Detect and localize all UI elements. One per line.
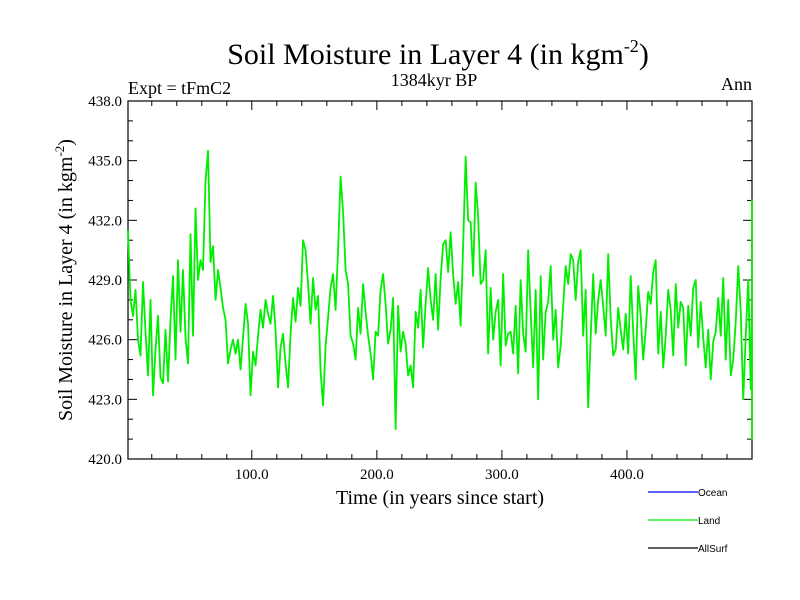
x-axis-label: Time (in years since start) bbox=[336, 487, 544, 509]
y-tick-label: 426.0 bbox=[88, 333, 122, 349]
x-tick-label: 400.0 bbox=[610, 467, 644, 483]
y-tick-label: 432.0 bbox=[88, 213, 122, 229]
legend: Ocean Land AllSurf bbox=[648, 488, 728, 555]
period-label: 1384kyr BP bbox=[391, 70, 478, 90]
x-tick-label: 200.0 bbox=[360, 467, 394, 483]
legend-label-land: Land bbox=[698, 516, 720, 527]
y-tick-label: 438.0 bbox=[88, 94, 122, 110]
y-axis-label-suffix: ) bbox=[55, 139, 77, 146]
legend-label-ocean: Ocean bbox=[698, 488, 727, 499]
legend-label-allsurf: AllSurf bbox=[698, 544, 728, 555]
chart-title: Soil Moisture in Layer 4 (in kgm-2) bbox=[227, 36, 649, 71]
chart-title-superscript: -2 bbox=[624, 36, 639, 56]
x-axis: 100.0 200.0 300.0 400.0 bbox=[151, 101, 728, 483]
y-tick-label: 420.0 bbox=[88, 452, 122, 468]
season-label: Ann bbox=[721, 74, 752, 94]
y-axis: 420.0 423.0 426.0 429.0 432.0 435.0 438.0 bbox=[88, 94, 752, 468]
y-axis-label-superscript: -2 bbox=[52, 146, 67, 157]
land-series-line bbox=[127, 149, 753, 441]
y-tick-label: 423.0 bbox=[88, 392, 122, 408]
x-tick-label: 300.0 bbox=[485, 467, 519, 483]
chart-title-suffix: ) bbox=[639, 38, 649, 71]
y-axis-label: Soil Moisture in Layer 4 (in kgm-2) bbox=[52, 139, 77, 421]
x-tick-label: 100.0 bbox=[235, 467, 269, 483]
y-axis-label-main: Soil Moisture in Layer 4 (in kgm bbox=[55, 156, 77, 421]
y-tick-label: 435.0 bbox=[88, 154, 122, 170]
chart-title-main: Soil Moisture in Layer 4 (in kgm bbox=[227, 38, 624, 71]
experiment-label: Expt = tFmC2 bbox=[128, 78, 231, 98]
y-tick-label: 429.0 bbox=[88, 273, 122, 289]
